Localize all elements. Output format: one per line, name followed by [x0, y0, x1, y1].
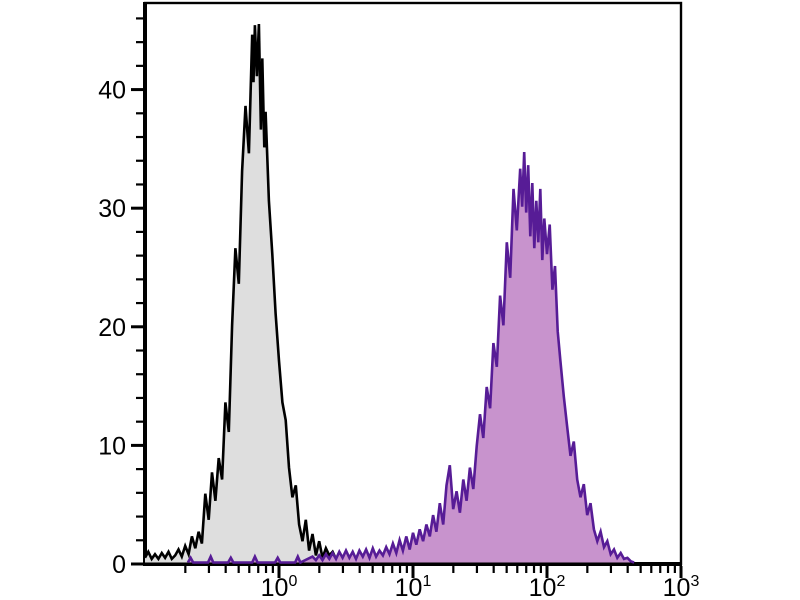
histogram-fill-unstained-control: [145, 24, 363, 563]
histogram-outline-unstained-control: [143, 23, 364, 564]
x-tick-label: 101: [395, 573, 432, 600]
histogram-outline-stained: [186, 152, 635, 565]
y-tick-label: 0: [112, 551, 126, 579]
y-tick-label: 40: [98, 77, 126, 105]
y-tick-label: 10: [98, 432, 126, 460]
histogram-fill-stained: [187, 152, 635, 563]
y-tick-label: 20: [98, 314, 126, 342]
y-tick-label: 30: [98, 195, 126, 223]
